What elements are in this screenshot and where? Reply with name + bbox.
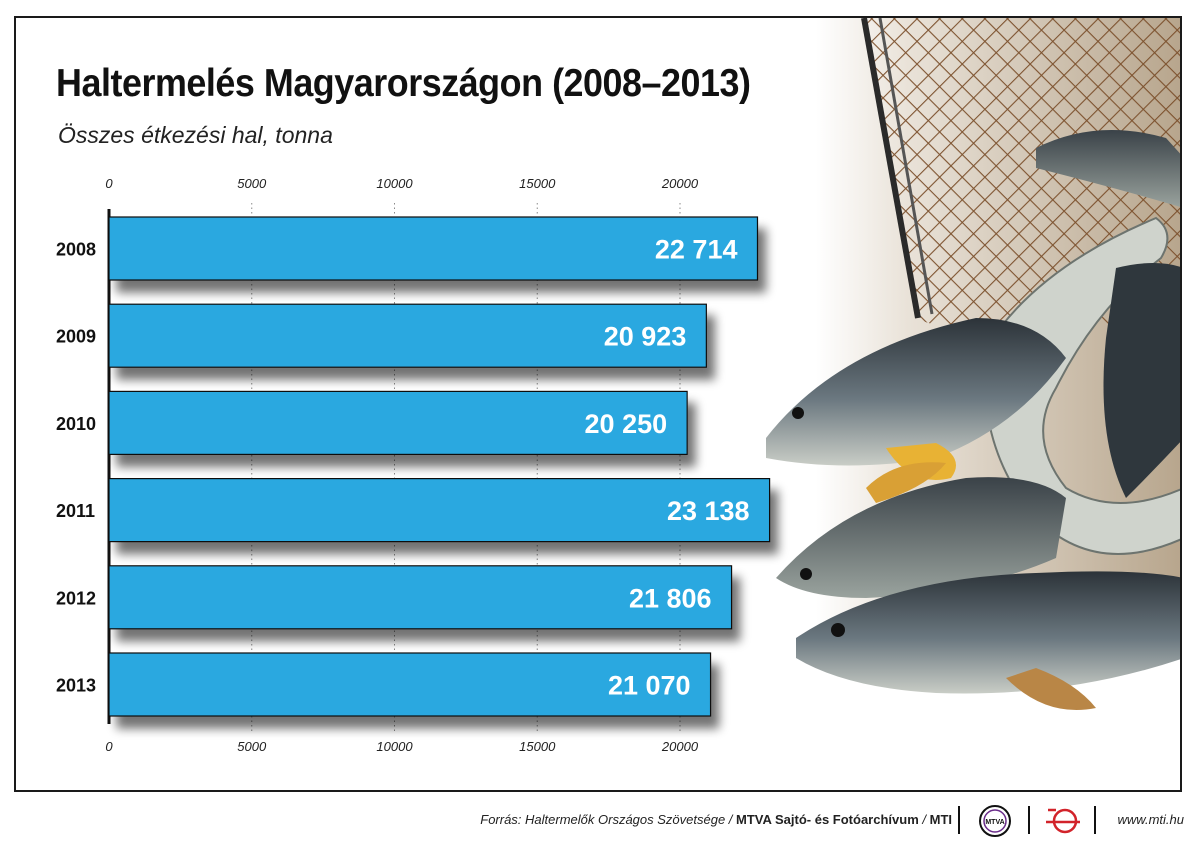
bar-value-label: 20 923 xyxy=(604,322,687,352)
y-category-label: 2011 xyxy=(56,501,95,521)
bar xyxy=(108,390,688,455)
footer-divider xyxy=(1028,806,1030,834)
x-tick-label-top: 0 xyxy=(105,176,113,191)
bar-value-label: 20 250 xyxy=(585,409,668,439)
bar xyxy=(108,478,771,543)
source-separator: / xyxy=(918,812,930,827)
footer-divider xyxy=(1094,806,1096,834)
bar-value-label: 21 070 xyxy=(608,671,691,701)
bar-value-label: 23 138 xyxy=(667,496,750,526)
source-credit: Forrás: Haltermelők Országos Szövetsége … xyxy=(480,812,952,827)
chart-title: Haltermelés Magyarországon (2008–2013) xyxy=(56,62,751,105)
y-category-label: 2013 xyxy=(56,676,96,696)
bar-chart: 0 0 5000 5000 10000 10000 15000 15000 20000 20000… xyxy=(56,176,771,754)
y-category-label: 2009 xyxy=(56,327,96,347)
bar xyxy=(108,652,712,717)
footer-divider xyxy=(958,806,960,834)
bar-value-label: 21 806 xyxy=(629,583,712,613)
y-category-label: 2008 xyxy=(56,240,96,260)
x-tick-label-bottom: 5000 xyxy=(237,739,267,754)
x-tick-label-top: 15000 xyxy=(519,176,556,191)
bar xyxy=(108,216,759,281)
website-link[interactable]: www.mti.hu xyxy=(1117,812,1184,827)
chart-subtitle: Összes étkezési hal, tonna xyxy=(58,122,333,148)
y-category-label: 2010 xyxy=(56,414,96,434)
x-tick-label-top: 20000 xyxy=(661,176,699,191)
bar xyxy=(108,303,707,368)
bar-value-label: 22 714 xyxy=(655,235,738,265)
x-tick-label-bottom: 0 xyxy=(105,739,113,754)
fish-net-photo xyxy=(766,18,1180,710)
source-mti: MTI xyxy=(929,812,952,827)
x-tick-label-top: 5000 xyxy=(237,176,267,191)
mtva-logo-icon: MTVA xyxy=(979,805,1011,837)
infographic-frame: Haltermelés Magyarországon (2008–2013) Ö… xyxy=(14,16,1182,792)
mti-logo-icon xyxy=(1046,808,1080,834)
footer: Forrás: Haltermelők Országos Szövetsége … xyxy=(0,798,1200,844)
x-tick-label-top: 10000 xyxy=(376,176,413,191)
mtva-logo-text: MTVA xyxy=(985,819,1004,826)
y-category-label: 2012 xyxy=(56,588,96,608)
source-archive: MTVA Sajtó- és Fotóarchívum xyxy=(736,812,919,827)
source-prefix: Forrás: Haltermelők Országos Szövetsége … xyxy=(480,812,737,827)
x-tick-label-bottom: 20000 xyxy=(661,739,699,754)
bar xyxy=(108,565,733,630)
x-tick-label-bottom: 15000 xyxy=(519,739,556,754)
x-tick-label-bottom: 10000 xyxy=(376,739,413,754)
